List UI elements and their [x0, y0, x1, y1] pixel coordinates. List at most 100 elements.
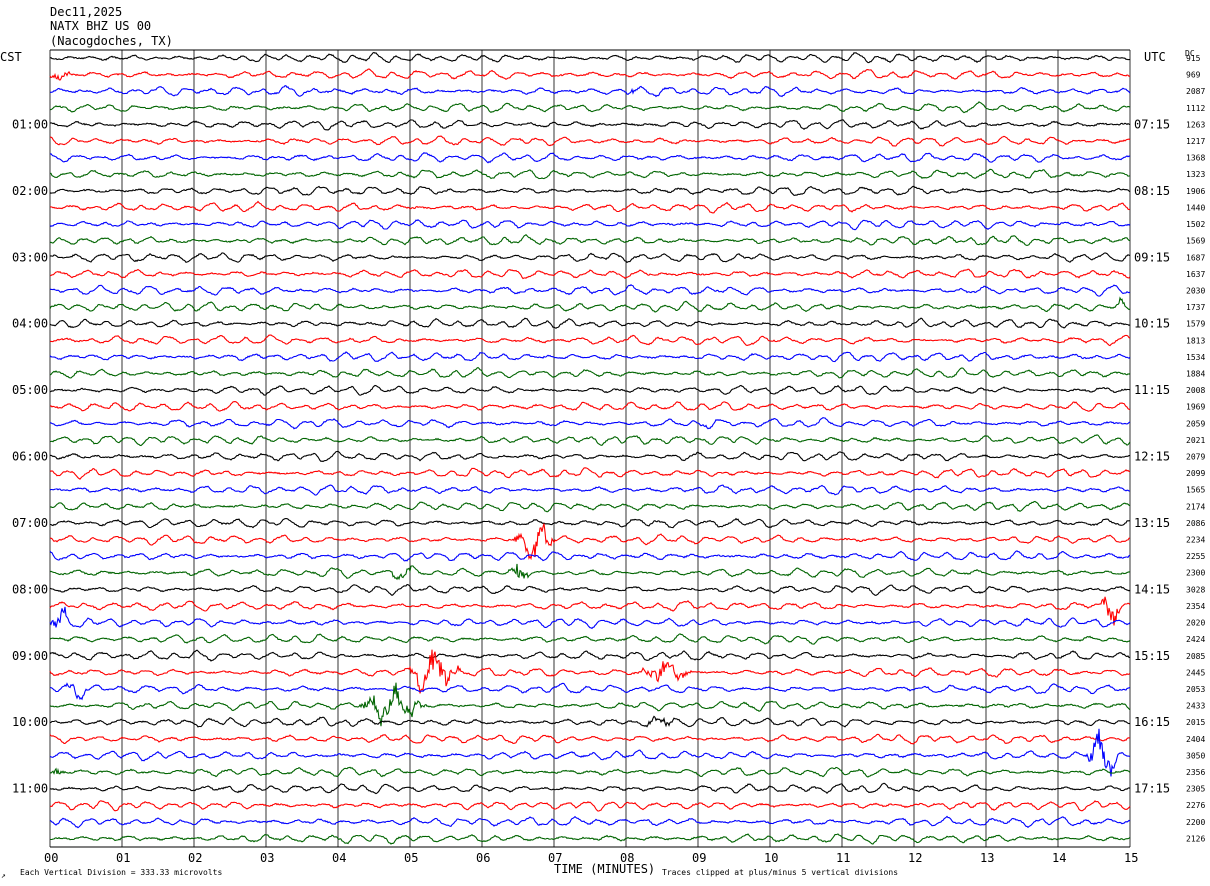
dc-offset-value: 2174: [1186, 502, 1205, 511]
utc-hour-label: 09:15: [1134, 250, 1170, 264]
x-tick-label: 05: [404, 851, 418, 865]
utc-hour-label: 16:15: [1134, 715, 1170, 729]
trace-row: [49, 733, 1131, 745]
x-tick-label: 01: [116, 851, 130, 865]
dc-offset-value: 2099: [1186, 469, 1205, 478]
dc-offset-value: 2087: [1186, 87, 1205, 96]
trace-row: [49, 728, 1131, 777]
dc-offset-value: 2276: [1186, 801, 1205, 810]
x-tick-label: 04: [332, 851, 346, 865]
dc-offset-value: 2300: [1186, 569, 1205, 578]
trace-row: [49, 434, 1131, 447]
dc-offset-value: 1534: [1186, 353, 1205, 362]
dc-offset-value: 1569: [1186, 237, 1205, 246]
dc-offset-value: 1368: [1186, 154, 1205, 163]
trace-row: [50, 85, 1131, 98]
x-tick-label: 02: [188, 851, 202, 865]
dc-offset-value: 2433: [1186, 702, 1205, 711]
utc-hour-label: 08:15: [1134, 184, 1170, 198]
trace-row: [49, 51, 1131, 64]
dc-offset-value: 1737: [1186, 303, 1205, 312]
dc-offset-value: 915: [1186, 54, 1201, 63]
dc-offset-value: 3028: [1186, 585, 1205, 594]
x-tick-label: 03: [260, 851, 274, 865]
dc-offset-value: 2030: [1186, 286, 1205, 295]
trace-row: [49, 606, 1131, 630]
dc-offset-value: 2255: [1186, 552, 1205, 561]
dc-offset-value: 2053: [1186, 685, 1205, 694]
trace-row: [49, 219, 1131, 231]
dc-offset-value: 2200: [1186, 818, 1205, 827]
trace-row: [49, 252, 1131, 264]
minute-gridlines: [49, 49, 1131, 848]
trace-row: [49, 682, 1131, 727]
cst-hour-label: 07:00: [12, 516, 48, 530]
trace-row: [49, 649, 1131, 694]
dc-offset-value: 2079: [1186, 453, 1205, 462]
cst-hour-label: 10:00: [12, 715, 48, 729]
cst-hour-label: 08:00: [12, 582, 48, 596]
x-tick-label: 00: [44, 851, 58, 865]
trace-row: [49, 185, 1131, 196]
x-tick-label: 06: [476, 851, 490, 865]
clip-note: Traces clipped at plus/minus 5 vertical …: [662, 868, 898, 877]
dc-offset-value: 2059: [1186, 419, 1205, 428]
dc-offset-value: 1217: [1186, 137, 1205, 146]
dc-offset-value: 2404: [1186, 735, 1205, 744]
x-tick-label: 11: [836, 851, 850, 865]
x-tick-label: 13: [980, 851, 994, 865]
corner-mark-icon: ↗: [1, 871, 6, 880]
dc-offset-value: 1565: [1186, 486, 1205, 495]
trace-row: [49, 351, 1131, 363]
trace-row: [49, 334, 1131, 347]
dc-offset-value: 2234: [1186, 536, 1205, 545]
trace-row: [49, 384, 1131, 396]
utc-hour-label: 14:15: [1134, 582, 1170, 596]
x-tick-label: 12: [908, 851, 922, 865]
trace-row: [50, 517, 1131, 529]
dc-offset-value: 2086: [1186, 519, 1205, 528]
utc-hour-label: 17:15: [1134, 782, 1170, 796]
dc-offset-value: 969: [1186, 71, 1201, 80]
utc-hour-label: 12:15: [1134, 450, 1170, 464]
dc-offset-value: 2021: [1186, 436, 1205, 445]
dc-offset-header: DC: [1185, 49, 1195, 58]
utc-hour-label: 11:15: [1134, 383, 1170, 397]
trace-row: [49, 119, 1131, 131]
cst-hour-label: 02:00: [12, 184, 48, 198]
x-tick-label: 14: [1052, 851, 1066, 865]
trace-row: [49, 101, 1131, 114]
trace-row: [49, 296, 1131, 313]
trace-row: [49, 766, 1131, 778]
trace-row: [49, 401, 1131, 412]
trace-row: [49, 168, 1131, 180]
dc-offset-value: 2305: [1186, 785, 1205, 794]
trace-row: [49, 563, 1131, 581]
dc-offset-value: 2008: [1186, 386, 1205, 395]
trace-row: [50, 833, 1131, 845]
station-code: NATX BHZ US 00: [50, 19, 151, 33]
dc-offset-value: 1969: [1186, 403, 1205, 412]
x-tick-label: 08: [620, 851, 634, 865]
trace-row: [49, 284, 1131, 297]
chart-date: Dec11,2025: [50, 5, 122, 19]
trace-row: [49, 268, 1131, 280]
trace-row: [49, 715, 1130, 728]
trace-row: [49, 500, 1131, 513]
cst-hour-label: 05:00: [12, 383, 48, 397]
dc-offset-value: 1323: [1186, 170, 1205, 179]
dc-offset-value: 1884: [1186, 369, 1205, 378]
dc-offset-value: 2354: [1186, 602, 1205, 611]
dc-offset-value: 2015: [1186, 718, 1205, 727]
utc-hour-label: 07:15: [1134, 117, 1170, 131]
dc-offset-value: 2445: [1186, 668, 1205, 677]
trace-row: [49, 68, 1131, 81]
dc-offset-value: 2356: [1186, 768, 1205, 777]
dc-offset-value: 2085: [1186, 652, 1205, 661]
seismic-traces: [49, 51, 1131, 845]
utc-hour-label: 10:15: [1134, 317, 1170, 331]
cst-hour-label: 09:00: [12, 649, 48, 663]
trace-row: [49, 815, 1131, 829]
dc-offset-value: 2020: [1186, 619, 1205, 628]
trace-row: [49, 682, 1131, 701]
